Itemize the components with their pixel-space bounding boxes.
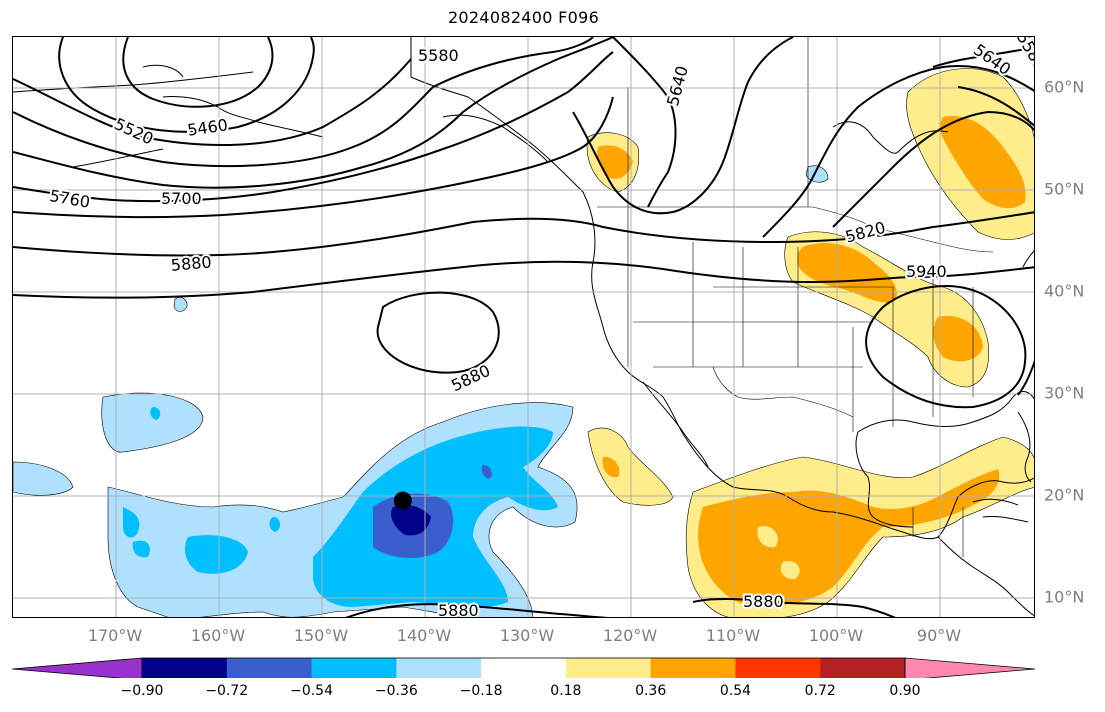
- colorbar-tick-label: −0.18: [459, 683, 503, 699]
- contour-label: 5880: [448, 361, 493, 395]
- lon-label: 170°W: [87, 626, 143, 645]
- lat-label: 60°N: [1044, 77, 1085, 97]
- contour-label: 5880: [743, 592, 784, 611]
- colorbar-tick-label: 0.72: [804, 683, 836, 699]
- colorbar-swatch: [650, 658, 736, 678]
- colorbar-tick-label: 0.54: [719, 683, 752, 699]
- colorbar-swatch: [311, 658, 397, 678]
- contour-label: 5580: [1013, 37, 1035, 74]
- gridlines: [13, 37, 1034, 617]
- colorbar-swatch: [226, 658, 313, 678]
- colorbar-extend-max: [904, 657, 1036, 678]
- lon-label: 110°W: [705, 626, 761, 645]
- lon-label: 90°W: [916, 626, 962, 645]
- contour-label: 5460: [186, 115, 229, 139]
- colorbar-swatch: [481, 658, 567, 678]
- colorbar-swatch: [820, 658, 906, 678]
- lat-label: 20°N: [1044, 485, 1085, 505]
- lat-label: 50°N: [1044, 179, 1085, 199]
- lon-label: 100°W: [808, 626, 864, 645]
- map-title: 2024082400 F096: [447, 8, 600, 27]
- colorbar-tick-label: −0.54: [290, 683, 333, 699]
- colorbar-outline: [141, 657, 906, 678]
- colorbar-swatch: [396, 658, 482, 678]
- colorbar: [11, 657, 1036, 678]
- contour-label: 5880: [170, 252, 212, 274]
- lat-label: 10°N: [1044, 587, 1085, 607]
- colorbar-tick-label: −0.72: [205, 683, 249, 699]
- colorbar-swatch: [565, 658, 652, 678]
- storm-location-marker: [393, 491, 412, 510]
- height-contours: [13, 37, 1034, 617]
- colorbar-tick-label: 0.36: [635, 683, 667, 699]
- lon-label: 140°W: [396, 626, 452, 645]
- lon-label: 120°W: [602, 626, 658, 645]
- colorbar-tick-label: −0.90: [120, 683, 164, 699]
- contour-label: 5940: [906, 262, 947, 281]
- lat-label: 40°N: [1044, 281, 1085, 301]
- anomaly-shading: [13, 68, 1034, 617]
- colorbar-swatches: [11, 657, 1036, 678]
- colorbar-swatch: [735, 658, 821, 678]
- colorbar-extend-min: [11, 657, 143, 678]
- map-canvas: 5580 5640 5520 5460 5760 5700 5820 5940 …: [13, 37, 1035, 618]
- contour-label: 5880: [438, 601, 479, 618]
- colorbar-tick-label: 0.18: [550, 683, 582, 699]
- political-borders: [597, 37, 994, 557]
- colorbar-tick-label: 0.90: [889, 683, 921, 699]
- lon-label: 160°W: [190, 626, 246, 645]
- contour-label: 5640: [663, 64, 692, 108]
- contour-label: 5580: [418, 46, 459, 65]
- colorbar-tick-label: −0.36: [374, 683, 418, 699]
- map-panel: 5580 5640 5520 5460 5760 5700 5820 5940 …: [12, 36, 1035, 618]
- colorbar-swatch: [142, 658, 228, 678]
- contour-label: 5700: [161, 189, 202, 208]
- contour-label: 5520: [111, 114, 156, 148]
- coastlines: [13, 37, 1034, 617]
- contour-label: 5820: [843, 218, 887, 247]
- lon-label: 130°W: [499, 626, 555, 645]
- lon-label: 150°W: [293, 626, 349, 645]
- lat-label: 30°N: [1044, 383, 1085, 403]
